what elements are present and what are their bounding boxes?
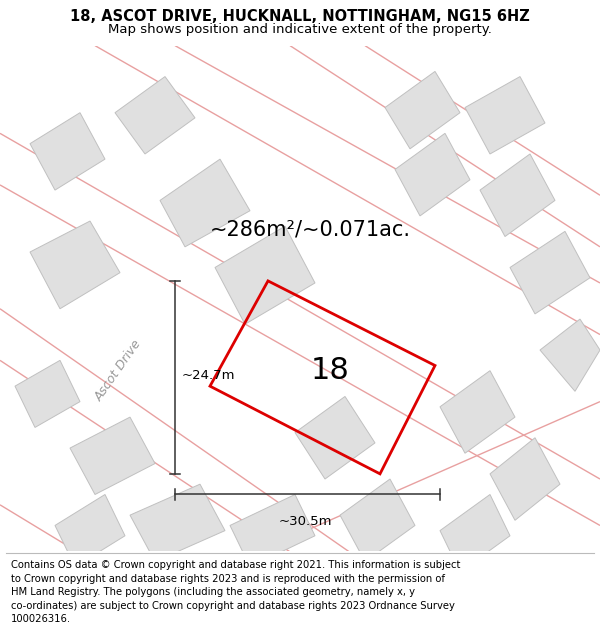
Polygon shape: [295, 396, 375, 479]
Polygon shape: [130, 484, 225, 562]
Text: ~24.7m: ~24.7m: [182, 369, 235, 382]
Text: 18: 18: [311, 356, 349, 385]
Polygon shape: [395, 133, 470, 216]
Polygon shape: [540, 319, 600, 391]
Text: Contains OS data © Crown copyright and database right 2021. This information is : Contains OS data © Crown copyright and d…: [11, 560, 460, 624]
Polygon shape: [70, 417, 155, 494]
Polygon shape: [215, 226, 315, 324]
Polygon shape: [465, 77, 545, 154]
Text: Ascot Drive: Ascot Drive: [92, 338, 144, 404]
Polygon shape: [490, 438, 560, 520]
Polygon shape: [480, 154, 555, 236]
Polygon shape: [30, 112, 105, 190]
Text: ~30.5m: ~30.5m: [278, 515, 332, 528]
Polygon shape: [15, 361, 80, 428]
Polygon shape: [230, 494, 315, 567]
Polygon shape: [340, 479, 415, 562]
Text: ~286m²/~0.071ac.: ~286m²/~0.071ac.: [209, 219, 410, 239]
Polygon shape: [440, 494, 510, 572]
Polygon shape: [160, 159, 250, 247]
Polygon shape: [115, 77, 195, 154]
Text: 18, ASCOT DRIVE, HUCKNALL, NOTTINGHAM, NG15 6HZ: 18, ASCOT DRIVE, HUCKNALL, NOTTINGHAM, N…: [70, 9, 530, 24]
Polygon shape: [510, 231, 590, 314]
Polygon shape: [385, 71, 460, 149]
Text: Map shows position and indicative extent of the property.: Map shows position and indicative extent…: [108, 24, 492, 36]
Polygon shape: [55, 494, 125, 567]
Polygon shape: [30, 221, 120, 309]
Polygon shape: [440, 371, 515, 453]
